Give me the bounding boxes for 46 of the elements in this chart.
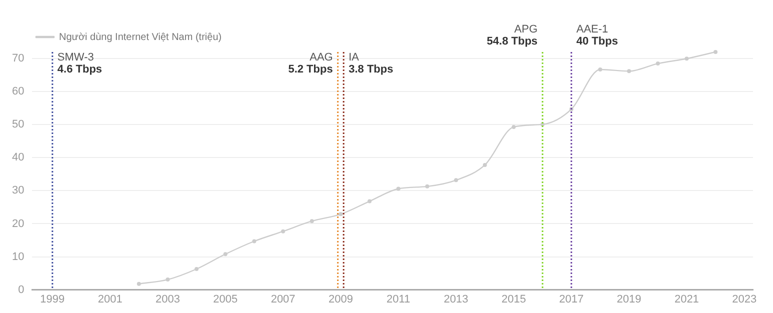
x-tick-label: 2021	[674, 293, 699, 306]
y-tick-label: 50	[12, 118, 24, 131]
point	[656, 62, 660, 66]
ref-line-label: APG 54.8 Tbps	[486, 24, 538, 48]
point	[252, 239, 256, 244]
point	[512, 124, 516, 129]
x-tick-label: 2015	[501, 293, 526, 306]
point	[598, 68, 602, 72]
ref-line-label: IA 3.8 Tbps	[348, 52, 394, 76]
x-tick-label: 2009	[328, 293, 353, 306]
point	[223, 252, 228, 256]
point	[454, 178, 458, 182]
x-tick-label: 2001	[98, 293, 122, 306]
y-tick-label: 60	[12, 86, 24, 98]
x-tick-label: 1999	[40, 293, 65, 306]
point	[714, 50, 718, 54]
point	[166, 278, 170, 282]
x-tick-label: 2017	[559, 293, 584, 306]
point	[396, 186, 400, 191]
x-tick-label: 2013	[444, 293, 468, 306]
point	[338, 212, 343, 216]
x-tick-label: 2023	[732, 293, 757, 306]
y-tick-label: 40	[12, 152, 24, 164]
x-tick-label: 2007	[270, 293, 296, 306]
legend-label: Người dùng Internet Việt Nam (triệu)	[59, 32, 222, 43]
x-tick-label: 2011	[386, 293, 410, 306]
point	[281, 229, 286, 234]
point	[482, 162, 487, 167]
y-tick-label: 30	[12, 184, 24, 197]
y-tick-label: 0	[18, 284, 24, 296]
ref-line-label: AAE-1 40 Tbps	[576, 24, 618, 48]
point	[684, 56, 689, 61]
ref-line-label: SMW-3 4.6 Tbps	[57, 52, 102, 76]
y-tick-label: 20	[12, 218, 24, 230]
y-tick-label: 10	[12, 250, 24, 263]
x-tick-label: 2005	[213, 293, 238, 306]
y-tick-label: 70	[12, 52, 24, 65]
point	[310, 219, 314, 224]
point	[194, 266, 199, 271]
ref-line-label: AAG 5.2 Tbps	[288, 52, 333, 76]
point	[368, 199, 372, 204]
x-tick-label: 2019	[616, 293, 642, 306]
point	[627, 69, 632, 74]
x-tick-label: 2003	[155, 293, 180, 306]
point	[136, 282, 141, 286]
point	[425, 184, 430, 188]
